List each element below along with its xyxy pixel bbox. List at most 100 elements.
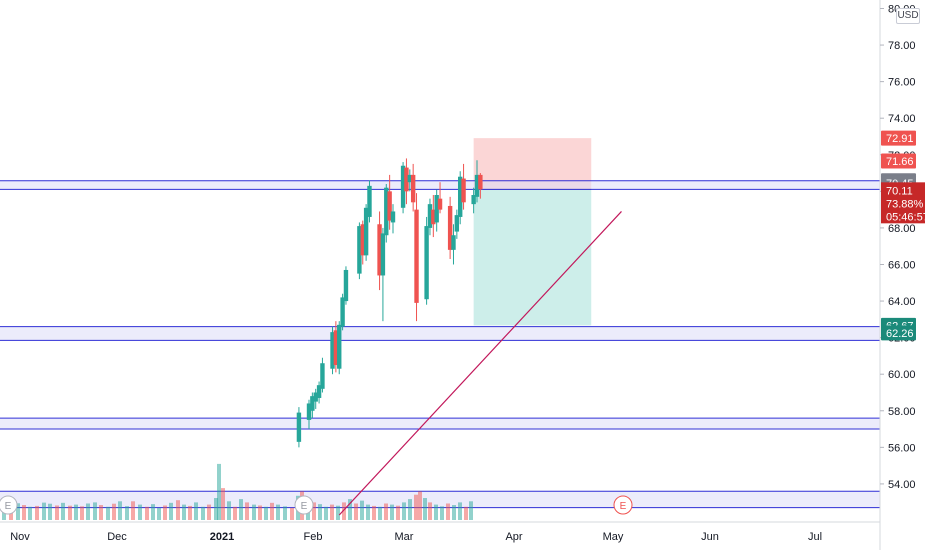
volume-bar (93, 502, 97, 520)
candle[interactable] (478, 173, 483, 199)
volume-bar (446, 503, 450, 520)
volume-bar (402, 502, 406, 520)
profit-target-zone[interactable] (473, 189, 592, 326)
volume-bar (227, 501, 231, 520)
price-tick-label: 78.00 (888, 40, 916, 52)
current-price-badge (881, 182, 925, 224)
volume-bar (131, 501, 135, 520)
band-fill-1[interactable] (0, 326, 880, 341)
currency-label[interactable]: USD (896, 8, 920, 24)
candle-body (451, 235, 456, 250)
candle[interactable] (437, 182, 443, 214)
candle[interactable] (424, 216, 429, 305)
price-tick-label: 66.00 (888, 259, 916, 271)
volume-bar (423, 498, 427, 520)
earnings-marker[interactable]: E (0, 495, 18, 515)
candle[interactable] (340, 293, 345, 331)
candle-body (340, 297, 345, 327)
price-level-label[interactable]: 72.91 (881, 130, 916, 146)
volume-bar (414, 494, 418, 520)
earnings-marker-circle (294, 495, 314, 515)
candle-body (316, 385, 322, 398)
candle[interactable] (471, 187, 476, 214)
candle[interactable] (387, 174, 392, 230)
candle[interactable] (310, 392, 315, 419)
candle[interactable] (404, 158, 409, 205)
candle[interactable] (333, 321, 339, 373)
volume-bar (312, 502, 316, 520)
volume-bar (68, 505, 72, 520)
candle[interactable] (390, 204, 396, 234)
time-tick-label: 2021 (210, 531, 234, 543)
candle[interactable] (337, 321, 342, 375)
candle[interactable] (407, 169, 412, 192)
candle[interactable] (384, 184, 389, 243)
candle[interactable] (363, 204, 369, 261)
volume-bar (194, 502, 198, 520)
candle[interactable] (313, 388, 318, 409)
volume-bar (35, 505, 39, 520)
candle[interactable] (454, 209, 460, 239)
price-tick-label: 58.00 (888, 406, 916, 418)
volume-bar (324, 506, 328, 520)
candle[interactable] (447, 196, 453, 259)
earnings-marker-text: E (301, 501, 308, 512)
candle[interactable] (360, 220, 365, 265)
candle[interactable] (296, 407, 302, 448)
candle-body (471, 195, 476, 205)
candle[interactable] (357, 222, 362, 280)
candle[interactable] (474, 160, 480, 203)
volume-bar (434, 504, 438, 520)
candle-body (380, 233, 386, 276)
candle[interactable] (458, 171, 463, 225)
price-level-label[interactable]: 62.26 (881, 325, 916, 341)
volume-bar (348, 499, 352, 520)
candle-body (360, 224, 365, 256)
volume-bar (330, 504, 334, 520)
trendline[interactable] (338, 211, 622, 516)
volume-bar (290, 507, 294, 520)
candle[interactable] (431, 195, 436, 238)
price-level-label[interactable]: 71.66 (881, 153, 916, 169)
volume-bar (428, 502, 432, 520)
volume-bar (112, 503, 116, 520)
earnings-marker-circle (613, 495, 633, 515)
volume-bar (55, 505, 59, 520)
candle[interactable] (461, 163, 466, 210)
band-fill-2[interactable] (0, 418, 880, 430)
candle-body (320, 363, 325, 389)
candle[interactable] (427, 198, 433, 236)
candle-body (478, 174, 483, 190)
candle-body (447, 205, 453, 250)
candle[interactable] (343, 266, 349, 305)
candle[interactable] (434, 189, 439, 232)
volume-bar (458, 502, 462, 520)
candle[interactable] (377, 211, 382, 291)
candle-body (343, 269, 349, 302)
candle[interactable] (320, 357, 325, 393)
candle[interactable] (380, 227, 386, 322)
volume-bar (22, 505, 26, 520)
candle[interactable] (316, 381, 322, 404)
candle[interactable] (414, 193, 419, 322)
candle[interactable] (330, 326, 335, 375)
volume-bar (252, 504, 256, 520)
price-change-text: 73.88% (886, 198, 924, 210)
candle-body (427, 204, 433, 228)
earnings-marker[interactable]: E (294, 495, 314, 515)
volume-bar (48, 503, 52, 520)
volume-bar (264, 506, 268, 520)
candle[interactable] (451, 224, 456, 265)
volume-bar (86, 503, 90, 520)
candle[interactable] (410, 163, 416, 212)
volume-bar (396, 505, 400, 520)
earnings-marker[interactable]: E (613, 495, 633, 515)
candle[interactable] (400, 162, 406, 214)
volume-bar (336, 505, 340, 520)
candle[interactable] (367, 180, 372, 223)
price-axis: 54.0056.0058.0060.0062.0064.0066.0068.00… (879, 0, 916, 550)
candle[interactable] (306, 399, 312, 430)
